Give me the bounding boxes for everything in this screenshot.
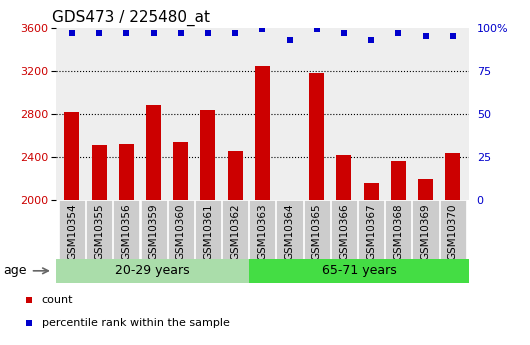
Bar (445, 152, 460, 200)
Point (176, 30, 185, 36)
Point (149, 30, 158, 36)
Point (204, 30, 212, 36)
Text: GSM10370: GSM10370 (448, 203, 458, 259)
Bar (56, 259, 249, 283)
Bar (59, 200, 85, 259)
Point (340, 30, 348, 36)
Text: GSM10366: GSM10366 (339, 203, 349, 260)
Bar (310, 73, 324, 200)
Text: GSM10368: GSM10368 (393, 203, 403, 260)
Text: GSM10365: GSM10365 (312, 203, 322, 260)
Point (231, 30, 240, 36)
Bar (391, 161, 406, 200)
Bar (277, 200, 303, 259)
Bar (173, 142, 188, 200)
Text: age: age (3, 264, 26, 277)
Point (95, 30, 103, 36)
Bar (92, 145, 107, 200)
Bar (113, 200, 139, 259)
Bar (418, 179, 433, 200)
Text: GSM10363: GSM10363 (258, 203, 267, 260)
Bar (119, 144, 134, 200)
Point (448, 33, 457, 39)
Bar (200, 110, 215, 200)
Text: GSM10359: GSM10359 (148, 203, 158, 260)
Point (313, 27, 321, 32)
Bar (385, 200, 411, 259)
Bar (304, 200, 330, 259)
Text: GSM10356: GSM10356 (121, 203, 131, 260)
Text: GSM10360: GSM10360 (176, 203, 186, 259)
Point (421, 33, 430, 39)
Point (394, 30, 403, 36)
Point (367, 37, 375, 42)
Bar (255, 66, 270, 200)
Text: percentile rank within the sample: percentile rank within the sample (42, 318, 229, 328)
Bar (440, 200, 466, 259)
Bar (358, 200, 384, 259)
Bar (331, 200, 357, 259)
Bar (222, 200, 248, 259)
Text: count: count (42, 295, 73, 305)
Text: 20-29 years: 20-29 years (115, 264, 190, 277)
Bar (65, 112, 80, 200)
Point (24, 297, 33, 303)
Bar (249, 200, 276, 259)
Point (24, 320, 33, 326)
Text: GSM10355: GSM10355 (94, 203, 104, 260)
Bar (337, 155, 351, 200)
Point (122, 30, 130, 36)
Point (285, 37, 294, 42)
Text: GSM10367: GSM10367 (366, 203, 376, 260)
Bar (249, 259, 469, 283)
Text: GSM10354: GSM10354 (67, 203, 77, 260)
Bar (86, 200, 112, 259)
Bar (412, 200, 439, 259)
Text: GDS473 / 225480_at: GDS473 / 225480_at (51, 10, 209, 26)
Text: 65-71 years: 65-71 years (322, 264, 396, 277)
Text: GSM10369: GSM10369 (420, 203, 430, 260)
Bar (228, 150, 243, 200)
Point (258, 27, 267, 32)
Bar (146, 105, 161, 200)
Text: GSM10362: GSM10362 (230, 203, 240, 260)
Text: GSM10364: GSM10364 (285, 203, 295, 260)
Bar (364, 183, 378, 200)
Text: GSM10361: GSM10361 (203, 203, 213, 260)
Point (68, 30, 76, 36)
Bar (140, 200, 166, 259)
Bar (195, 200, 221, 259)
Bar (167, 200, 194, 259)
